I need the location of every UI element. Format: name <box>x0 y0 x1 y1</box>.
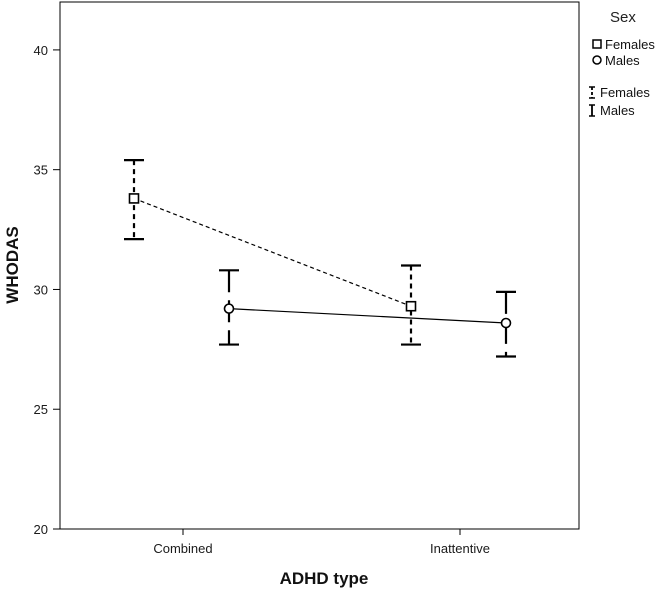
males-point <box>500 317 512 329</box>
females-series-line <box>133 197 412 307</box>
females-point <box>128 193 140 204</box>
legend-males-label: Males <box>605 53 640 68</box>
plot-frame <box>59 1 580 530</box>
x-tick-label: Combined <box>153 541 212 556</box>
legend-females-label: Females <box>605 37 655 52</box>
females-point <box>405 300 417 312</box>
legend-title: Sex <box>610 9 636 26</box>
y-tick-label: 35 <box>34 163 48 178</box>
males-series-line <box>228 308 507 324</box>
legend-males-marker <box>592 55 602 65</box>
y-tick-label: 25 <box>34 402 48 417</box>
y-tick-label: 30 <box>34 282 48 297</box>
legend-females-marker <box>592 39 602 49</box>
y-tick-label: 40 <box>34 43 48 58</box>
x-tick-label: Inattentive <box>430 541 490 556</box>
y-tick-label: 20 <box>34 522 48 537</box>
y-axis-title: WHODAS <box>3 226 22 303</box>
legend-females-errorbar-label: Females <box>600 85 650 100</box>
males-point <box>223 303 235 314</box>
x-axis-title: ADHD type <box>280 569 369 588</box>
legend-males-errorbar-label: Males <box>600 103 635 118</box>
